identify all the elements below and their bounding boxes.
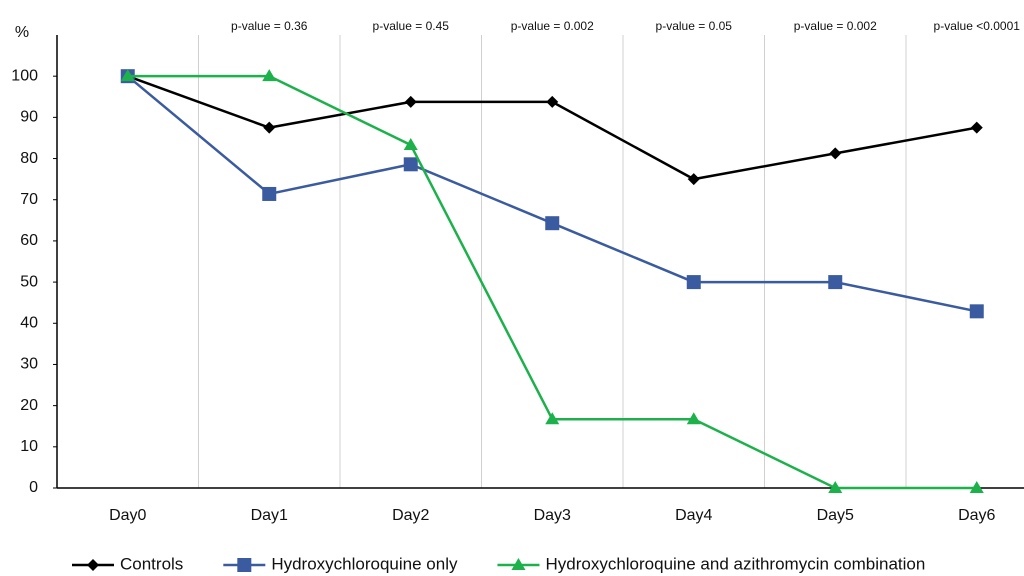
series-line [127,75,977,181]
point-marker [686,275,701,290]
legend-marker [237,558,252,572]
x-tick-label: Day2 [392,507,429,524]
legend-label: Controls [120,554,183,573]
point-marker [403,137,418,150]
point-marker [686,412,701,425]
legend-marker [87,559,99,571]
x-tick-label: Day0 [109,507,146,524]
x-tick-label: Day5 [817,507,854,524]
legend-label: Hydroxychloroquine and azithromycin comb… [545,554,925,573]
point-marker [828,275,843,290]
y-tick-label: 30 [20,356,38,373]
x-tick-label: Day6 [958,507,995,524]
x-tick-label: Day1 [251,507,288,524]
point-marker [120,69,135,82]
point-marker [545,216,560,231]
series-line [127,74,977,490]
point-marker [969,304,984,319]
point-marker [969,481,984,493]
y-tick-label: 10 [20,438,38,455]
y-tick-label: 20 [20,397,38,414]
y-tick-label: 50 [20,273,38,290]
legend-label: Hydroxychloroquine only [271,554,458,573]
point-marker [545,412,560,425]
x-tick-label: Day4 [675,507,712,524]
point-marker [829,147,842,160]
point-marker [263,121,276,134]
point-marker [262,186,277,201]
y-tick-label: 60 [20,232,38,249]
p-value-annotation: p-value = 0.36 [231,19,308,33]
point-marker [262,69,277,82]
x-tick-label: Day3 [534,507,571,524]
legend-marker [511,558,526,570]
p-value-annotation: p-value = 0.002 [511,19,594,33]
y-tick-label: 40 [20,314,38,331]
y-tick-label: 80 [20,150,38,167]
series-line [126,75,978,313]
p-value-annotation: p-value = 0.002 [794,19,877,33]
point-marker [687,173,700,186]
p-value-annotation: p-value = 0.05 [656,19,733,33]
p-value-annotation: p-value = 0.45 [373,19,450,33]
point-marker [970,121,983,134]
y-tick-label: 70 [20,191,38,208]
y-tick-label: 90 [20,109,38,126]
y-tick-label: 0 [29,479,38,496]
p-value-annotation: p-value <0.0001 [934,19,1021,33]
y-axis-label: % [15,24,29,41]
point-marker [404,95,417,108]
point-marker [546,95,559,108]
point-marker [828,481,843,493]
point-marker [403,157,418,172]
y-tick-label: 100 [11,67,38,84]
